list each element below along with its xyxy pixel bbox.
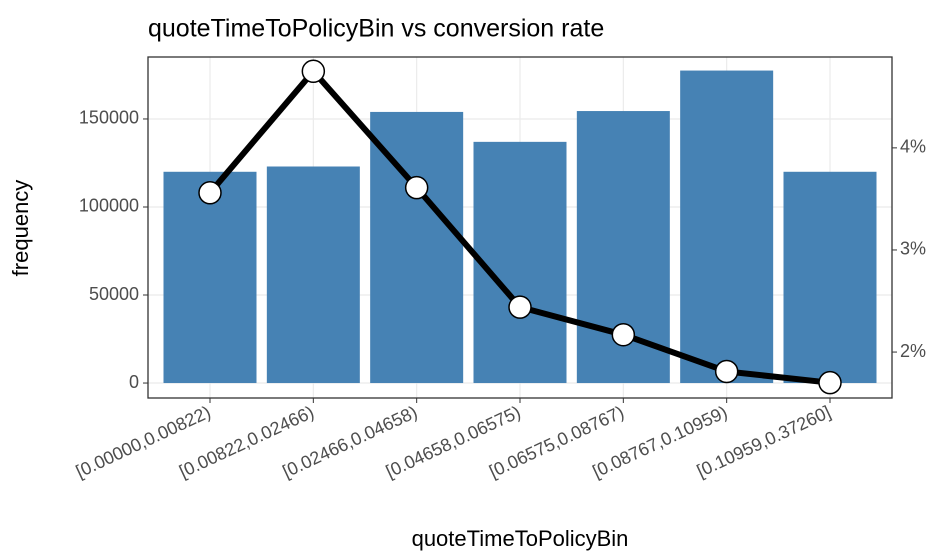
point <box>714 359 739 384</box>
y2-tick-label: 3% <box>900 239 926 259</box>
bar <box>266 166 360 384</box>
y2-tick-label: 4% <box>900 137 926 157</box>
y-tick-label: 100000 <box>79 196 139 216</box>
y2-tick-label: 2% <box>900 341 926 361</box>
point <box>301 59 326 84</box>
bar <box>783 171 877 384</box>
y-axis-title: frequency <box>8 180 33 277</box>
point <box>611 322 636 347</box>
bar <box>473 141 567 384</box>
y-tick-label: 0 <box>129 372 139 392</box>
y-tick-label: 50000 <box>89 284 139 304</box>
chart-title: quoteTimeToPolicyBin vs conversion rate <box>148 15 604 43</box>
panel-border <box>147 56 893 399</box>
point <box>404 175 429 200</box>
point <box>818 370 842 395</box>
bar <box>163 171 257 384</box>
bar <box>680 70 774 384</box>
point <box>508 295 532 319</box>
point <box>198 181 222 205</box>
x-axis-title: quoteTimeToPolicyBin <box>412 526 629 551</box>
y-tick-label: 150000 <box>79 108 139 128</box>
